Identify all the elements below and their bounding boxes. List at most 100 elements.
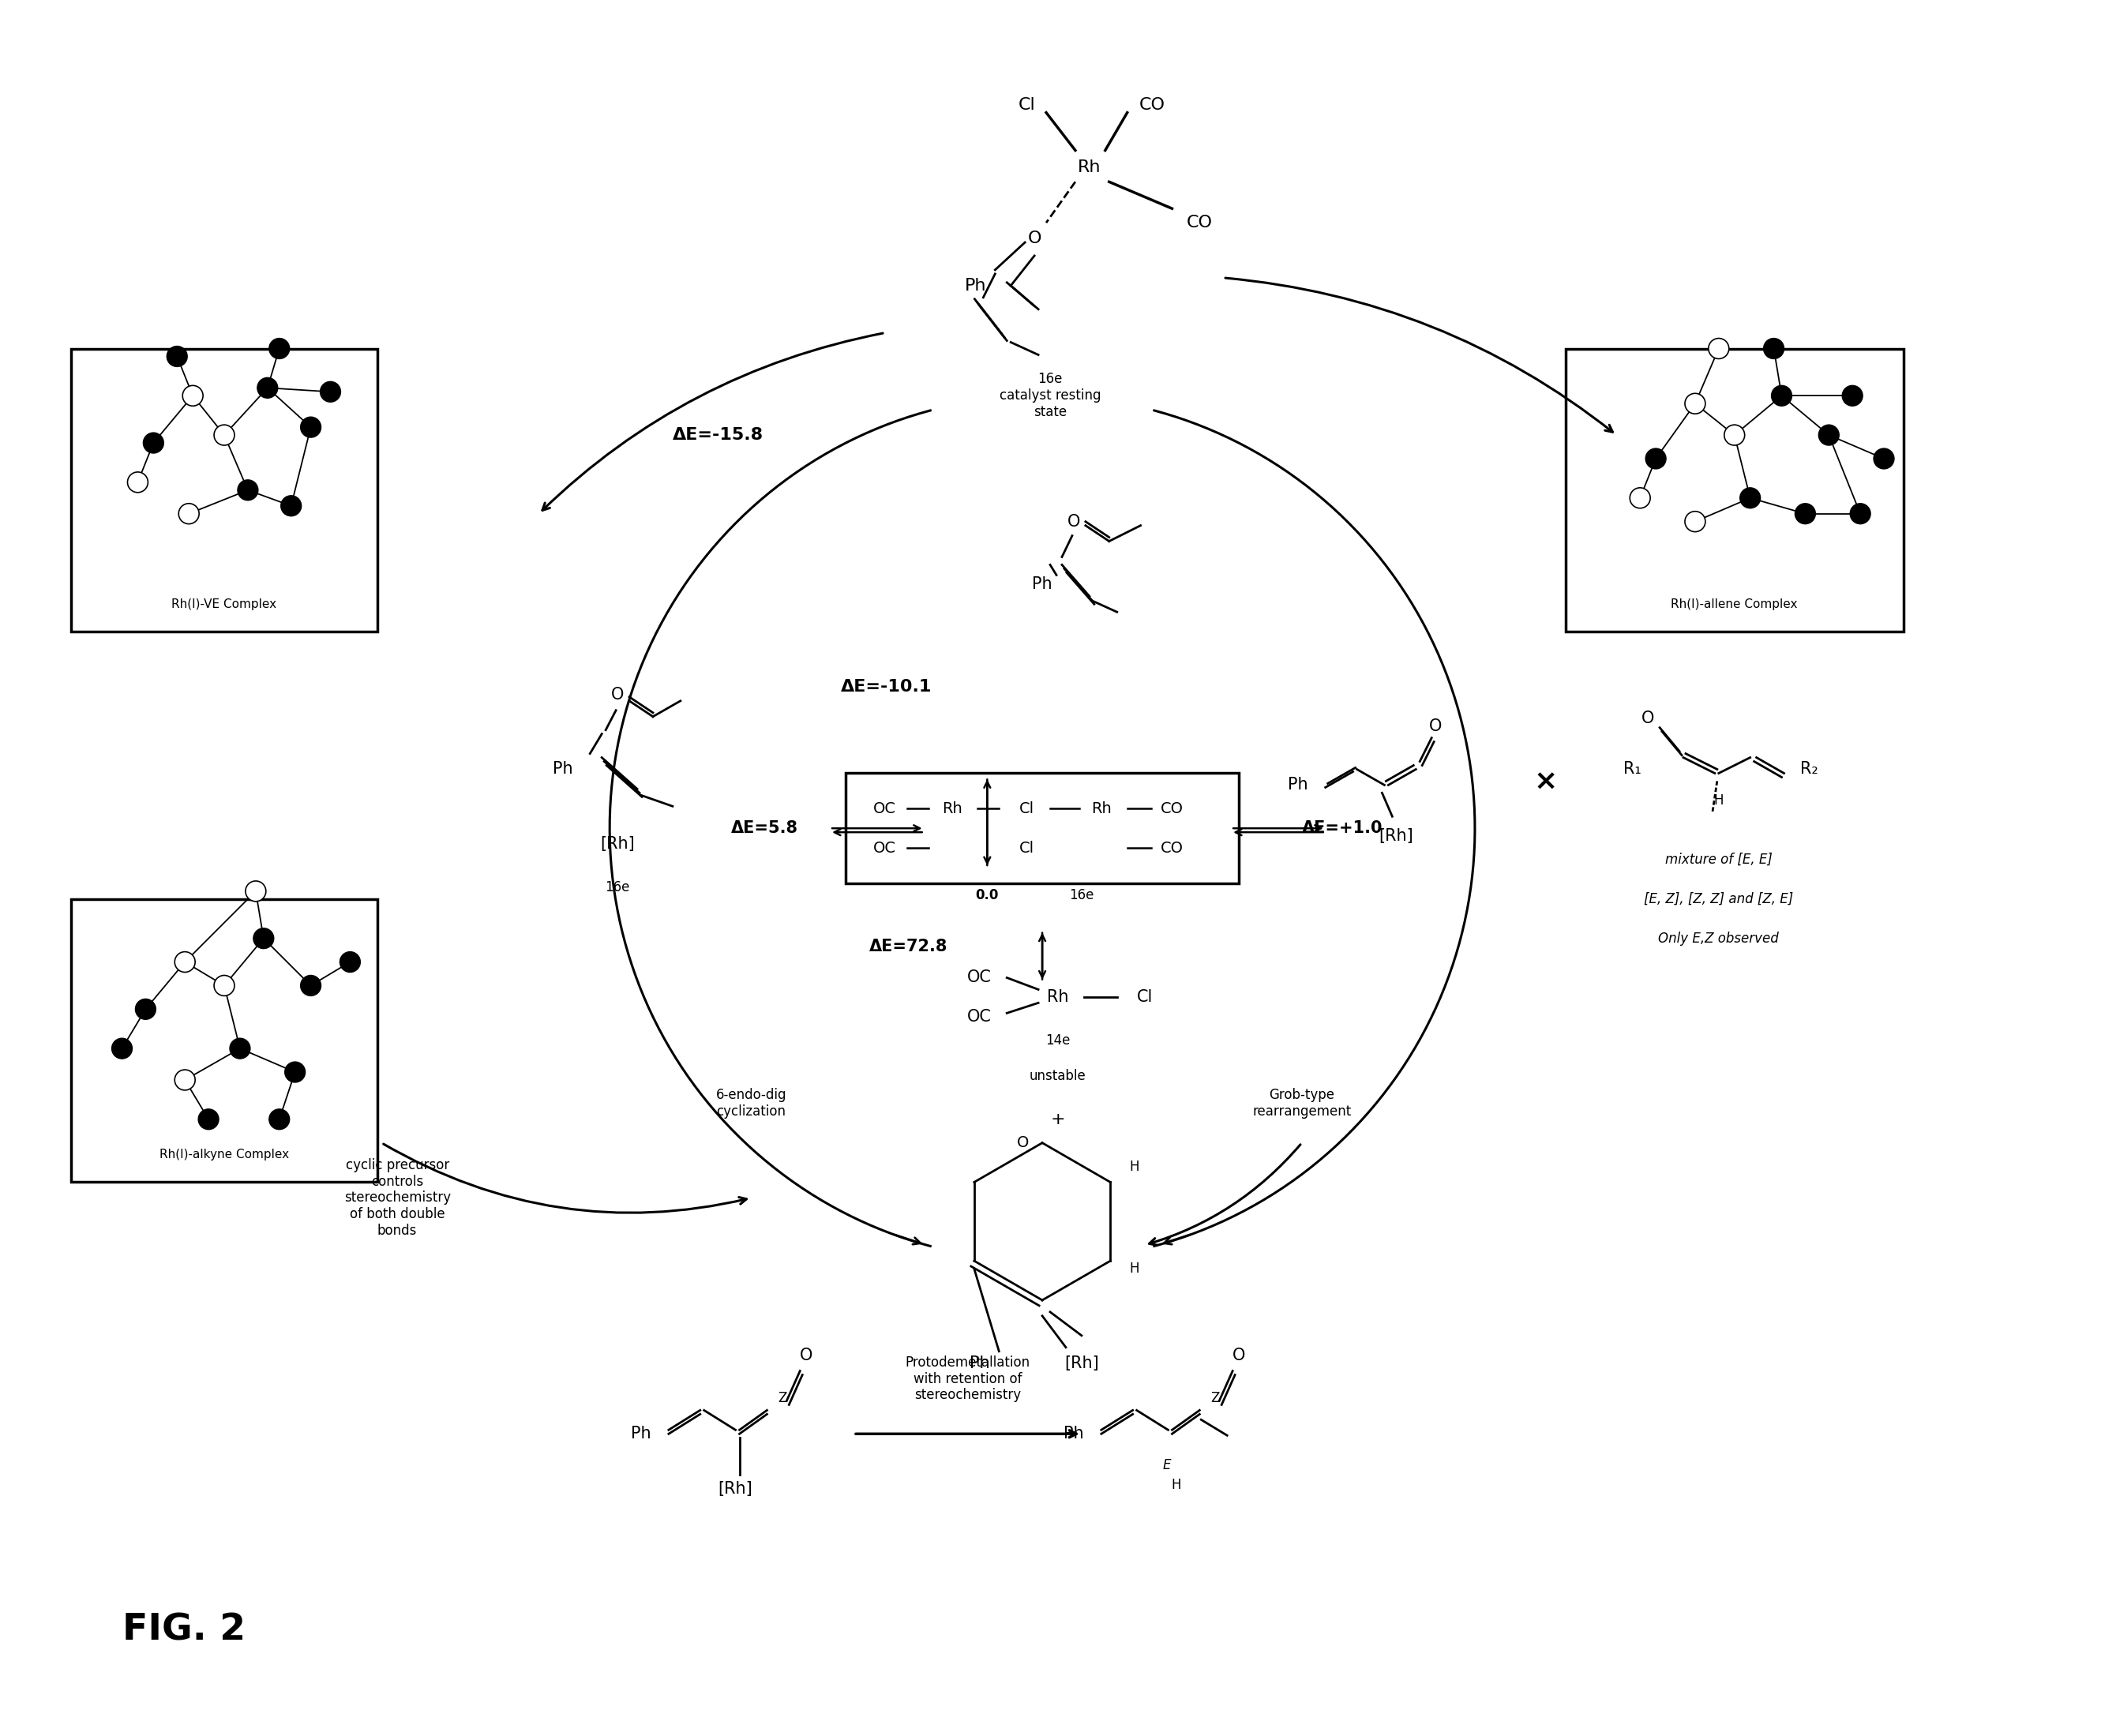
Text: ΔE=5.8: ΔE=5.8 — [732, 821, 798, 837]
Circle shape — [144, 432, 163, 453]
Circle shape — [1684, 512, 1705, 531]
Text: ΔE=-10.1: ΔE=-10.1 — [840, 679, 933, 694]
Text: Protodemetallation
with retention of
stereochemistry: Protodemetallation with retention of ste… — [906, 1356, 1030, 1403]
Circle shape — [300, 976, 322, 996]
Circle shape — [199, 1109, 218, 1130]
Text: CO: CO — [1187, 215, 1212, 231]
Text: Rh: Rh — [942, 800, 963, 816]
Text: R₂: R₂ — [1801, 762, 1818, 778]
Circle shape — [254, 929, 273, 948]
Text: [E, Z], [Z, Z] and [Z, E]: [E, Z], [Z, Z] and [Z, E] — [1644, 892, 1794, 906]
Circle shape — [320, 382, 341, 403]
Circle shape — [1849, 503, 1871, 524]
Text: [Rh]: [Rh] — [601, 837, 635, 852]
Text: Ph: Ph — [552, 762, 573, 778]
Circle shape — [269, 1109, 290, 1130]
Circle shape — [176, 1069, 195, 1090]
Circle shape — [1843, 385, 1862, 406]
Circle shape — [112, 1038, 131, 1059]
Circle shape — [1629, 488, 1650, 509]
Text: cyclic precursor
controls
stereochemistry
of both double
bonds: cyclic precursor controls stereochemistr… — [345, 1158, 451, 1238]
Text: OC: OC — [874, 800, 897, 816]
Text: ×: × — [1534, 767, 1557, 795]
Text: OC: OC — [967, 970, 992, 986]
Text: Ph: Ph — [631, 1425, 652, 1443]
Text: Grob-type
rearrangement: Grob-type rearrangement — [1253, 1088, 1352, 1120]
Text: ΔE=72.8: ΔE=72.8 — [870, 939, 948, 955]
Text: Ph: Ph — [1064, 1425, 1083, 1443]
Text: H: H — [1130, 1262, 1138, 1276]
Text: Ph: Ph — [1289, 778, 1308, 793]
Text: Ph: Ph — [969, 1356, 990, 1371]
Text: O: O — [1232, 1347, 1246, 1363]
Circle shape — [167, 345, 188, 366]
Circle shape — [1708, 339, 1729, 359]
Circle shape — [1763, 339, 1784, 359]
Text: OC: OC — [967, 1009, 992, 1024]
Circle shape — [214, 425, 235, 444]
Text: Cl: Cl — [1020, 840, 1035, 856]
FancyBboxPatch shape — [70, 349, 377, 632]
Text: 6-endo-dig
cyclization: 6-endo-dig cyclization — [715, 1088, 787, 1120]
Circle shape — [237, 479, 258, 500]
Text: E: E — [1162, 1458, 1170, 1472]
Text: H: H — [1714, 793, 1725, 807]
Circle shape — [178, 503, 199, 524]
Text: H: H — [1130, 1160, 1138, 1174]
Circle shape — [281, 495, 300, 516]
Circle shape — [1684, 394, 1705, 413]
Text: H: H — [1170, 1477, 1181, 1491]
Circle shape — [1771, 385, 1792, 406]
Text: O: O — [1066, 514, 1079, 529]
Text: FIG. 2: FIG. 2 — [123, 1613, 245, 1647]
Text: Rh: Rh — [1092, 800, 1111, 816]
Circle shape — [1646, 448, 1665, 469]
FancyBboxPatch shape — [70, 899, 377, 1182]
Circle shape — [231, 1038, 250, 1059]
Text: 16e: 16e — [605, 880, 631, 894]
Text: mixture of [E, E]: mixture of [E, E] — [1665, 852, 1773, 866]
Text: O: O — [612, 687, 624, 703]
Text: O: O — [1028, 231, 1041, 247]
FancyBboxPatch shape — [1566, 349, 1904, 632]
Text: Cl: Cl — [1020, 800, 1035, 816]
Text: Z: Z — [1210, 1391, 1219, 1406]
Circle shape — [1873, 448, 1894, 469]
Text: Cl: Cl — [1018, 97, 1035, 113]
Text: 16e
catalyst resting
state: 16e catalyst resting state — [999, 372, 1100, 420]
Text: CO: CO — [1160, 840, 1183, 856]
Text: O: O — [800, 1347, 813, 1363]
Text: R₁: R₁ — [1623, 762, 1642, 778]
Text: O: O — [1428, 719, 1441, 734]
Circle shape — [300, 417, 322, 437]
Circle shape — [245, 880, 267, 901]
Circle shape — [182, 385, 203, 406]
Text: O: O — [1016, 1135, 1028, 1151]
Text: [Rh]: [Rh] — [1380, 828, 1413, 844]
Circle shape — [1739, 488, 1761, 509]
Text: Rh(I)-allene Complex: Rh(I)-allene Complex — [1672, 599, 1799, 609]
Circle shape — [127, 472, 148, 493]
Text: Z: Z — [779, 1391, 787, 1406]
Text: Ph: Ph — [965, 278, 986, 293]
Circle shape — [269, 339, 290, 359]
Text: Only E,Z observed: Only E,Z observed — [1659, 930, 1780, 946]
Text: Rh: Rh — [1077, 160, 1100, 175]
Text: Rh: Rh — [1047, 990, 1069, 1005]
Text: Rh(I)-alkyne Complex: Rh(I)-alkyne Complex — [159, 1149, 290, 1161]
Text: ΔE=-15.8: ΔE=-15.8 — [673, 427, 764, 443]
Text: Ph: Ph — [1033, 576, 1052, 592]
Text: [Rh]: [Rh] — [1064, 1356, 1098, 1371]
Circle shape — [1725, 425, 1746, 444]
Text: O: O — [1642, 710, 1655, 726]
Text: +: + — [1052, 1111, 1064, 1127]
Text: 16e: 16e — [1069, 889, 1094, 903]
Text: 0.0: 0.0 — [975, 889, 999, 903]
Circle shape — [286, 1062, 305, 1082]
Text: CO: CO — [1138, 97, 1166, 113]
FancyBboxPatch shape — [846, 773, 1238, 884]
Circle shape — [214, 976, 235, 996]
Text: [Rh]: [Rh] — [717, 1481, 753, 1496]
Text: OC: OC — [874, 840, 897, 856]
Circle shape — [258, 378, 277, 398]
